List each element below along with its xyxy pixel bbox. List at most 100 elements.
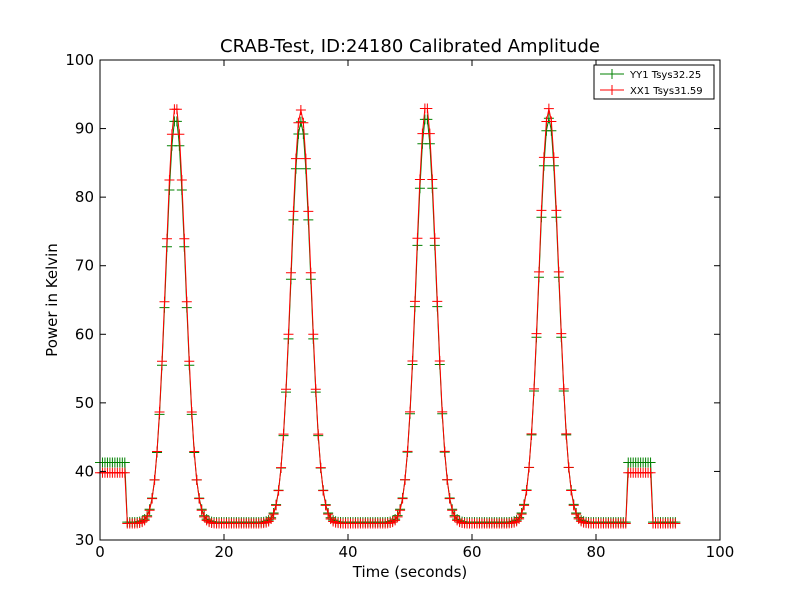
series-point — [407, 356, 418, 367]
series-point — [400, 474, 411, 485]
y-tick-label: 50 — [75, 394, 94, 412]
series-point — [395, 505, 406, 516]
series-point — [285, 267, 296, 278]
series-point — [521, 485, 532, 496]
series-point — [154, 407, 165, 418]
y-tick-label: 100 — [65, 51, 94, 69]
series-point — [119, 457, 130, 468]
series-point — [546, 116, 557, 127]
series-point — [159, 296, 170, 307]
series-point — [561, 428, 572, 439]
series-point — [328, 516, 339, 527]
series-point — [273, 485, 284, 496]
series-point — [434, 356, 445, 367]
series-point — [442, 474, 453, 485]
legend-entry: YY1 Tsys32.25 — [629, 70, 701, 81]
series-point — [313, 429, 324, 440]
axes: 0 20 40 60 80 100 30 40 50 60 70 80 90 100 — [65, 51, 734, 561]
series-point — [164, 175, 175, 186]
series-point — [320, 500, 331, 511]
series-point — [157, 356, 167, 367]
series-point — [519, 500, 530, 511]
series-point — [531, 328, 542, 339]
y-tick-label: 60 — [75, 325, 94, 343]
series-point — [268, 509, 279, 520]
legend: YY1 Tsys32.25 XX1 Tsys31.59 — [593, 64, 715, 100]
series-point — [439, 446, 450, 457]
x-tick-label: 40 — [338, 543, 357, 561]
series-point — [514, 513, 525, 524]
series-point — [543, 103, 554, 114]
series-point — [310, 384, 321, 395]
series-point — [263, 516, 274, 527]
y-tick-label: 90 — [75, 120, 94, 138]
legend-swatch-marker — [607, 85, 617, 95]
series-point — [119, 467, 130, 478]
series-point — [447, 505, 458, 516]
series-point — [186, 407, 197, 418]
series-point — [568, 500, 579, 511]
series-point — [566, 485, 577, 496]
series-point — [422, 103, 433, 114]
series-point — [620, 518, 631, 529]
series-point — [315, 462, 326, 473]
series-point — [571, 509, 582, 520]
series-point — [201, 515, 212, 526]
series-point — [551, 205, 562, 216]
y-axis-label: Power in Kelvin — [43, 243, 61, 357]
series-point — [516, 509, 527, 520]
series-point — [556, 328, 567, 339]
series-point — [149, 474, 160, 485]
series-point — [432, 296, 443, 307]
y-tick-label: 30 — [75, 531, 94, 549]
series-point — [303, 206, 314, 217]
x-tick-label: 100 — [706, 543, 735, 561]
series-point — [412, 233, 423, 244]
legend-entry: XX1 Tsys31.59 — [630, 86, 703, 97]
series-point — [298, 129, 309, 140]
series-point — [308, 329, 319, 340]
y-tick-label: 70 — [75, 257, 94, 275]
series-point — [402, 446, 413, 457]
legend-box — [593, 64, 715, 100]
series-point — [323, 509, 334, 520]
series-point — [414, 174, 425, 185]
series-point — [511, 516, 522, 527]
series-point — [271, 500, 282, 511]
series-point — [429, 233, 440, 244]
series-point — [330, 517, 341, 528]
series-point — [194, 493, 205, 504]
series-point — [409, 296, 420, 307]
series-point — [283, 329, 294, 340]
x-tick-label: 60 — [462, 543, 481, 561]
series-point — [288, 206, 299, 217]
x-tick-label: 0 — [95, 543, 105, 561]
series-point — [278, 429, 289, 440]
series-point — [305, 267, 316, 278]
series-point — [276, 462, 287, 473]
series-point — [161, 233, 172, 244]
series-1 — [95, 103, 681, 529]
series-point — [171, 104, 182, 115]
series-point — [536, 205, 547, 216]
series-point — [137, 517, 148, 528]
series-point — [397, 493, 408, 504]
series-point — [385, 517, 396, 528]
plot-frame — [99, 59, 721, 541]
x-tick-label: 20 — [214, 543, 233, 561]
series-point — [266, 513, 277, 524]
series-point — [281, 384, 291, 395]
series-point — [295, 116, 306, 127]
series-point — [181, 296, 192, 307]
series-point — [144, 505, 155, 516]
series-point — [529, 383, 539, 394]
series-point — [506, 518, 517, 529]
series-point — [387, 517, 398, 528]
series-point — [184, 356, 195, 367]
x-tick-label: 80 — [586, 543, 605, 561]
series-point — [179, 233, 190, 244]
series-point — [134, 517, 145, 528]
plot-area — [95, 103, 681, 529]
series-point — [152, 446, 163, 457]
